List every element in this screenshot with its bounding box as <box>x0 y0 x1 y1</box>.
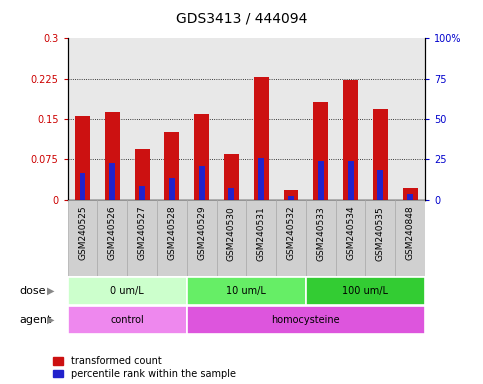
Bar <box>403 188 418 200</box>
Bar <box>187 306 425 333</box>
Bar <box>68 277 187 305</box>
Bar <box>75 116 90 200</box>
Text: GSM240530: GSM240530 <box>227 206 236 261</box>
Text: GSM240848: GSM240848 <box>406 206 414 260</box>
Bar <box>395 200 425 276</box>
Text: homocysteine: homocysteine <box>271 314 340 325</box>
Bar <box>306 277 425 305</box>
Bar <box>228 188 234 200</box>
Text: GSM240534: GSM240534 <box>346 206 355 260</box>
Bar <box>258 158 264 200</box>
Bar <box>407 194 413 200</box>
Text: GDS3413 / 444094: GDS3413 / 444094 <box>176 12 307 25</box>
Bar <box>313 102 328 200</box>
Bar <box>318 161 324 200</box>
Bar <box>348 161 354 200</box>
Text: ▶: ▶ <box>47 314 55 325</box>
Bar <box>366 200 395 276</box>
Bar <box>254 77 269 200</box>
Bar <box>80 173 85 200</box>
Bar <box>194 114 209 200</box>
Bar <box>157 200 187 276</box>
Bar <box>187 277 306 305</box>
Bar <box>336 200 366 276</box>
Bar <box>164 132 179 200</box>
Bar <box>105 112 120 200</box>
Text: 0 um/L: 0 um/L <box>110 286 144 296</box>
Bar <box>276 200 306 276</box>
Bar <box>139 186 145 200</box>
Bar <box>68 306 187 333</box>
Bar <box>127 200 157 276</box>
Text: control: control <box>110 314 144 325</box>
Bar <box>68 200 98 276</box>
Text: GSM240529: GSM240529 <box>197 206 206 260</box>
Text: GSM240535: GSM240535 <box>376 206 385 261</box>
Text: agent: agent <box>19 314 52 325</box>
Text: 100 um/L: 100 um/L <box>342 286 388 296</box>
Text: GSM240531: GSM240531 <box>257 206 266 261</box>
Bar <box>246 200 276 276</box>
Bar <box>288 197 294 200</box>
Bar <box>199 166 205 200</box>
Text: GSM240533: GSM240533 <box>316 206 325 261</box>
Bar <box>343 80 358 200</box>
Bar <box>98 200 127 276</box>
Bar <box>109 163 115 200</box>
Bar <box>377 170 384 200</box>
Text: GSM240527: GSM240527 <box>138 206 146 260</box>
Bar <box>306 200 336 276</box>
Bar <box>373 109 388 200</box>
Text: GSM240526: GSM240526 <box>108 206 117 260</box>
Text: 10 um/L: 10 um/L <box>227 286 266 296</box>
Text: GSM240532: GSM240532 <box>286 206 296 260</box>
Text: GSM240528: GSM240528 <box>168 206 176 260</box>
Legend: transformed count, percentile rank within the sample: transformed count, percentile rank withi… <box>53 356 236 379</box>
Bar <box>135 149 150 200</box>
Text: ▶: ▶ <box>47 286 55 296</box>
Text: dose: dose <box>19 286 46 296</box>
Bar <box>224 154 239 200</box>
Text: GSM240525: GSM240525 <box>78 206 87 260</box>
Bar <box>216 200 246 276</box>
Bar <box>284 190 298 200</box>
Bar <box>169 178 175 200</box>
Bar <box>187 200 216 276</box>
